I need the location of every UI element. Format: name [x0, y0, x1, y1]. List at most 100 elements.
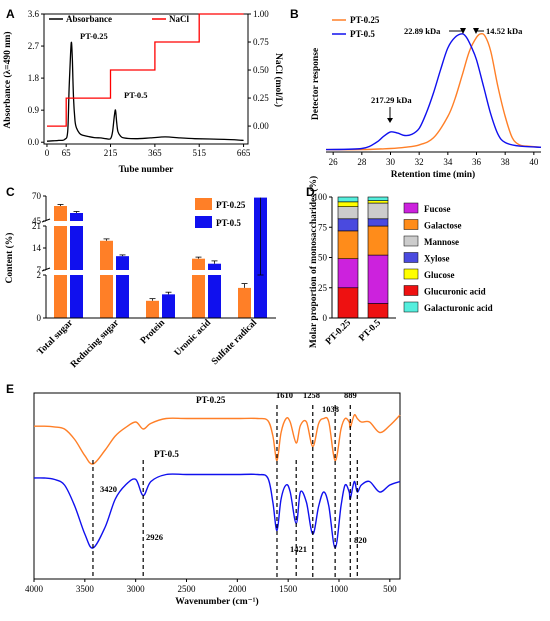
panel-c-category-label: Total sugar: [36, 317, 76, 357]
panel-a-xticks: 0 65 215 365 515 665: [45, 144, 251, 158]
panel-e-peak-label: 889: [344, 390, 357, 400]
panel-label-d: D: [306, 185, 315, 199]
panel-d-legend-swatch: [403, 235, 419, 247]
panel-d-ytick-label: 50: [318, 253, 328, 263]
panel-a-xtick-label: 665: [237, 148, 251, 158]
panel-b-annotation-14kda: 14.52 kDa: [486, 26, 523, 36]
panel-c-bar: [54, 275, 67, 318]
panel-d-segment: [337, 258, 359, 289]
panel-a-ytick-right-label: 0.75: [253, 37, 269, 47]
panel-b-xtick-label: 40: [529, 157, 539, 167]
panel-c-ytick-label: 70: [32, 191, 42, 201]
panel-a-series: [46, 13, 244, 142]
panel-b-xtick-label: 36: [472, 157, 482, 167]
panel-d-legend-label: Xylose: [424, 254, 450, 264]
panel-e-xtick-label: 3000: [127, 584, 146, 594]
panel-d-legend-swatch: [403, 268, 419, 280]
panel-d-legend-label: Mannose: [424, 237, 459, 247]
panel-c-bar: [100, 275, 113, 318]
panel-d-legend-swatch: [403, 252, 419, 263]
panel-a-ytick-left-label: 2.7: [28, 41, 40, 51]
panel-a-xtick-label: 65: [62, 148, 72, 158]
panel-b-annotation-22kda-arrowhead: [460, 28, 466, 34]
panel-c-bar: [54, 226, 67, 270]
panel-a-ylabel-right: NaCl (mol/L): [273, 53, 284, 107]
panel-a-xlabel: Tube number: [119, 165, 175, 175]
panel-label-e: E: [6, 382, 14, 396]
panel-b-xtick-label: 34: [443, 157, 453, 167]
panel-e-line-pt05: [33, 473, 401, 549]
panel-a-ytick-left-label: 0.9: [28, 105, 40, 115]
panel-a-frame: [43, 13, 249, 145]
panel-c-bar: [116, 256, 129, 270]
panel-c-bars: [54, 197, 267, 318]
panel-label-c: C: [6, 185, 15, 199]
panel-c-bar: [192, 258, 205, 270]
panel-d-ytick-label: 25: [318, 283, 328, 293]
panel-e-line-pt025: [33, 413, 401, 465]
panel-d-segment: [367, 196, 389, 201]
panel-e-xtick-label: 500: [383, 584, 397, 594]
panel-e-peak-label: 2926: [146, 532, 163, 542]
panel-d-legend-swatch: [403, 301, 419, 313]
panel-a-xtick-label: 215: [104, 148, 118, 158]
panel-d-segment: [337, 287, 359, 319]
panel-a: 0 65 215 365 515 665 0.0 0.9 1.8 2.7 3.6 0.00 0.25…: [2, 9, 284, 175]
panel-e-peak-label: 1610: [276, 390, 293, 400]
panel-e-series: [33, 413, 401, 549]
panel-c-bar: [70, 226, 83, 270]
panel-e-xtick-label: 1000: [330, 584, 349, 594]
panel-d-segment: [367, 303, 389, 319]
panel-d-ytick-label: 0: [323, 313, 328, 323]
panel-c-bar: [54, 206, 67, 221]
panel-a-xtick-label: 365: [148, 148, 162, 158]
panel-a-xtick-label: 0: [45, 148, 50, 158]
panel-c-bar: [116, 275, 129, 318]
panel-a-ytick-right-label: 0.00: [253, 121, 269, 131]
panel-c-ytick-label: 0: [37, 313, 42, 323]
panel-c-ytick-label: 2: [37, 270, 42, 280]
panel-b-line-pt05: [325, 33, 542, 151]
panel-b-annotation-22kda: 22.89 kDa: [404, 26, 441, 36]
panel-a-ytick-right-label: 0.25: [253, 93, 269, 103]
panel-b-xlabel: Retention time (min): [391, 169, 475, 180]
panel-c-legend-pt025: PT-0.25: [216, 200, 246, 210]
panel-a-ytick-left-label: 0.0: [28, 137, 40, 147]
panel-a-ytick-left-label: 3.6: [28, 9, 40, 19]
panel-d-segment: [367, 218, 389, 227]
panel-c-ytick-label: 14: [32, 243, 42, 253]
panel-b-legend-pt05: PT-0.5: [350, 29, 375, 39]
panel-c-bar: [100, 240, 113, 270]
panel-e-peak-label: 3420: [100, 484, 117, 494]
panel-label-a: A: [6, 7, 15, 21]
panel-c-bar: [146, 300, 159, 318]
panel-c-bar: [208, 275, 221, 318]
panel-e-peak-label: 1421: [290, 544, 307, 554]
panel-d-ytick-label: 100: [314, 192, 328, 202]
panel-a-xtick-label: 515: [192, 148, 206, 158]
panel-b-legend-pt025: PT-0.25: [350, 15, 380, 25]
panel-b-annotation-14kda-arrowhead: [473, 28, 479, 34]
panel-a-annotation-pt025: PT-0.25: [80, 31, 108, 41]
panel-a-annotation-pt05: PT-0.5: [124, 90, 148, 100]
panel-label-b: B: [290, 7, 299, 21]
panel-d-legend: Fucose Galactose Mannose Xylose Glucose Glucu…: [403, 202, 493, 313]
panel-d-segment: [367, 200, 389, 204]
panel-e-label-pt025: PT-0.25: [196, 395, 226, 405]
panel-c-legend-swatch-pt05: [195, 216, 212, 228]
panel-a-yticks-right: 0.00 0.25 0.50 0.75 1.00: [248, 9, 269, 131]
panel-c-bar: [208, 263, 221, 270]
panel-e-peak-label: 1038: [322, 404, 339, 414]
panel-d-legend-label: Galacturonic acid: [424, 303, 493, 313]
panel-c-category-label: Reducing sugar: [69, 317, 122, 370]
panel-c-bar: [70, 213, 83, 221]
panel-d-legend-label: Glucuronic acid: [424, 287, 486, 297]
panel-c-bar: [162, 294, 175, 318]
panel-b-xtick-label: 38: [501, 157, 511, 167]
panel-a-line-nacl: [47, 13, 244, 127]
panel-b-xtick-label: 32: [415, 157, 424, 167]
panel-d-legend-swatch: [403, 219, 419, 230]
panel-b: 26 28 30 32 34 36 38 40 Retention time (min) De…: [311, 15, 542, 180]
